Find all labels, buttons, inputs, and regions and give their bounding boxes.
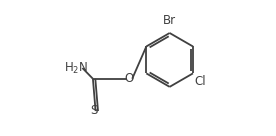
Text: S: S bbox=[91, 104, 98, 117]
Text: H$_2$N: H$_2$N bbox=[64, 60, 88, 76]
Text: Cl: Cl bbox=[195, 75, 206, 88]
Text: Br: Br bbox=[163, 14, 176, 27]
Text: O: O bbox=[125, 72, 134, 85]
